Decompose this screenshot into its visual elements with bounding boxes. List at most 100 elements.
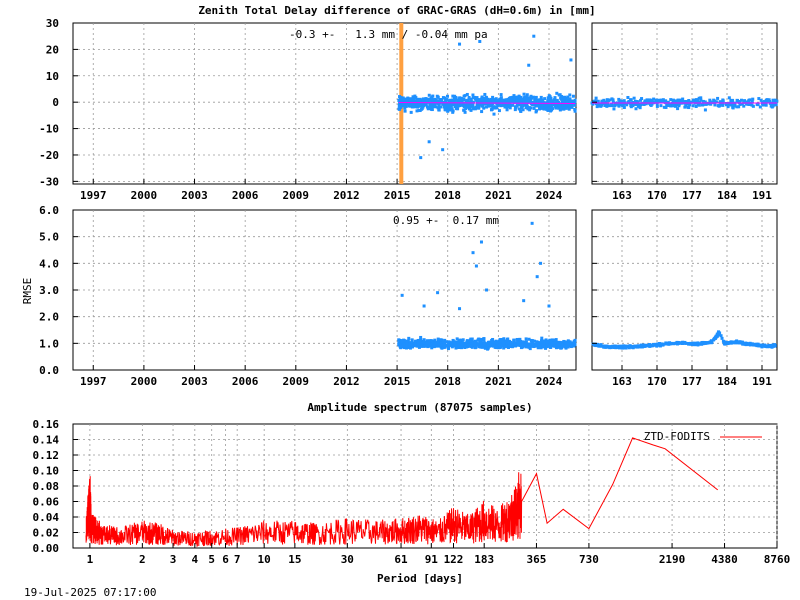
rmse-point [502,346,506,350]
ztd-point [488,98,492,102]
rmse-point [407,336,411,340]
ztd-recent-point [655,104,659,108]
rmse-point [418,339,422,343]
ztd-recent-point [643,99,647,103]
ztd-recent-point [636,100,640,104]
rmse-point [403,339,407,343]
ztd-point [454,104,458,108]
ztd-point [543,97,547,101]
rmse-point [488,343,492,347]
rmse-point [402,346,406,350]
ztd-point [447,99,451,103]
ztd-recent-point [629,98,633,102]
x-tick-label: 1997 [80,189,107,202]
x-tick-label: 2006 [232,375,259,388]
rmse-recent-point [705,341,709,345]
ztd-recent-point [594,96,598,100]
rmse-point [504,340,508,344]
ztd-recent-point [769,104,773,108]
ztd-point [540,106,544,110]
rmse-point [398,345,402,349]
rmse-recent-point [679,341,683,345]
ztd-recent-point [745,102,749,106]
rmse-point [434,340,438,344]
rmse-point [549,340,553,344]
rmse-point [483,346,487,350]
rmse-outlier [436,291,440,295]
ztd-recent-point [638,105,642,109]
ztd-point [508,106,512,110]
rmse-recent-point [665,341,669,345]
rmse-outlier [485,288,489,292]
rmse-point [502,344,506,348]
ztd-point [449,99,453,103]
ztd-point [483,96,487,100]
ztd-point [422,99,426,103]
ztd-recent-point [767,98,771,102]
x-tick-label: 4 [192,553,199,566]
x-tick-label: 177 [682,189,702,202]
rmse-recent-point [703,341,707,345]
ztd-point [561,99,565,103]
rmse-recent-point [670,341,674,345]
ztd-recent-point [721,103,725,107]
rmse-point [512,338,516,342]
ztd-recent-point [632,96,636,100]
ztd-point [546,99,550,103]
ztd-recent-point [631,100,635,104]
rmse-recent-point [691,341,695,345]
ztd-point [413,94,417,98]
rmse-point [422,344,426,348]
ztd-point [426,107,430,111]
ztd-recent-point [713,103,717,107]
rmse-point [569,341,573,345]
rmse-point [461,338,465,342]
y-tick-label: 10 [46,70,59,83]
ztd-point [551,99,555,103]
rmse-recent-point [764,345,768,349]
rmse-point [466,340,470,344]
rmse-point [542,342,546,346]
ztd-point [441,102,445,106]
rmse-point [432,343,436,347]
rmse-point [424,344,428,348]
ztd-point [533,98,537,102]
ztd-point [482,99,486,103]
rmse-point [407,343,411,347]
ztd-recent-point [758,105,762,109]
ztd-point [545,104,549,108]
ztd-point [415,105,419,109]
ztd-point [528,99,532,103]
ztd-point [513,105,517,109]
ztd-point [446,109,450,113]
ztd-point [520,98,524,102]
rmse-point [397,338,401,342]
rmse-recent-point [595,343,599,347]
x-tick-label: 2190 [659,553,686,566]
rmse-point [468,339,472,343]
ztd-point [474,97,478,101]
ztd-point [520,104,524,108]
rmse-point [551,338,555,342]
x-tick-label: 2012 [333,189,360,202]
rmse-point [419,335,423,339]
rmse-recent-point [721,339,725,343]
rmse-recent-point [661,343,665,347]
ztd-point [569,103,573,107]
rmse-point [411,344,415,348]
rmse-point [562,344,566,348]
rmse-point [454,346,458,350]
ztd-point [519,109,523,113]
ztd-recent-point [738,100,742,104]
rmse-point [547,339,551,343]
ztd-point [462,108,466,112]
ztd-point [568,93,572,97]
rmse-point [519,339,523,343]
ztd-recent-point [703,108,707,112]
x-tick-label: 2003 [181,375,208,388]
ztd-point [514,97,518,101]
ztd-point [425,99,429,103]
ztd-recent-point [716,96,720,100]
rmse-outlier [400,293,404,297]
rmse-point [531,344,535,348]
